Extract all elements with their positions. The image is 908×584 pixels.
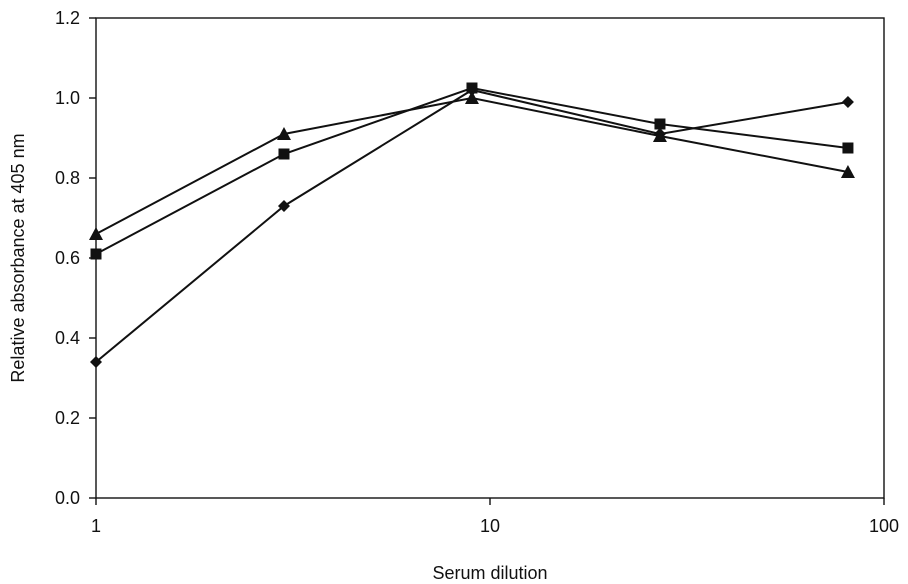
- x-axis-label: Serum dilution: [432, 563, 547, 583]
- y-tick-label: 0.2: [55, 408, 80, 428]
- x-tick-label: 1: [91, 516, 101, 536]
- series-layer: [89, 82, 855, 368]
- data-point-square: [654, 118, 666, 130]
- data-point-diamond: [841, 96, 854, 108]
- data-point-triangle: [89, 227, 103, 240]
- series-line-diamond: [95, 88, 849, 363]
- y-tick-label: 0.6: [55, 248, 80, 268]
- data-point-triangle: [276, 127, 291, 140]
- plot-frame: [95, 17, 885, 499]
- data-point-triangle: [840, 165, 855, 178]
- x-axis: 1 10 100: [91, 498, 899, 536]
- plot-area: [95, 17, 885, 499]
- y-tick-label: 0.0: [55, 488, 80, 508]
- data-point-triangle: [464, 91, 479, 104]
- series-line-square: [95, 86, 849, 255]
- y-tick-label: 0.4: [55, 328, 80, 348]
- y-tick-label: 1.0: [55, 88, 80, 108]
- x-tick-label: 100: [869, 516, 899, 536]
- data-point-diamond: [90, 356, 102, 368]
- y-axis-label: Relative absorbance at 405 nm: [8, 133, 28, 382]
- data-point-square: [90, 248, 102, 260]
- data-point-square: [466, 82, 478, 94]
- data-point-diamond: [277, 200, 290, 212]
- y-tick-label: 1.2: [55, 8, 80, 28]
- data-point-triangle: [652, 129, 667, 142]
- data-point-square: [842, 142, 854, 154]
- series-line-triangle: [95, 96, 849, 235]
- y-tick-label: 0.8: [55, 168, 80, 188]
- data-point-square: [278, 148, 290, 160]
- y-axis: 0.0 0.2 0.4 0.6 0.8 1.0 1.2: [55, 8, 96, 508]
- x-tick-label: 10: [480, 516, 500, 536]
